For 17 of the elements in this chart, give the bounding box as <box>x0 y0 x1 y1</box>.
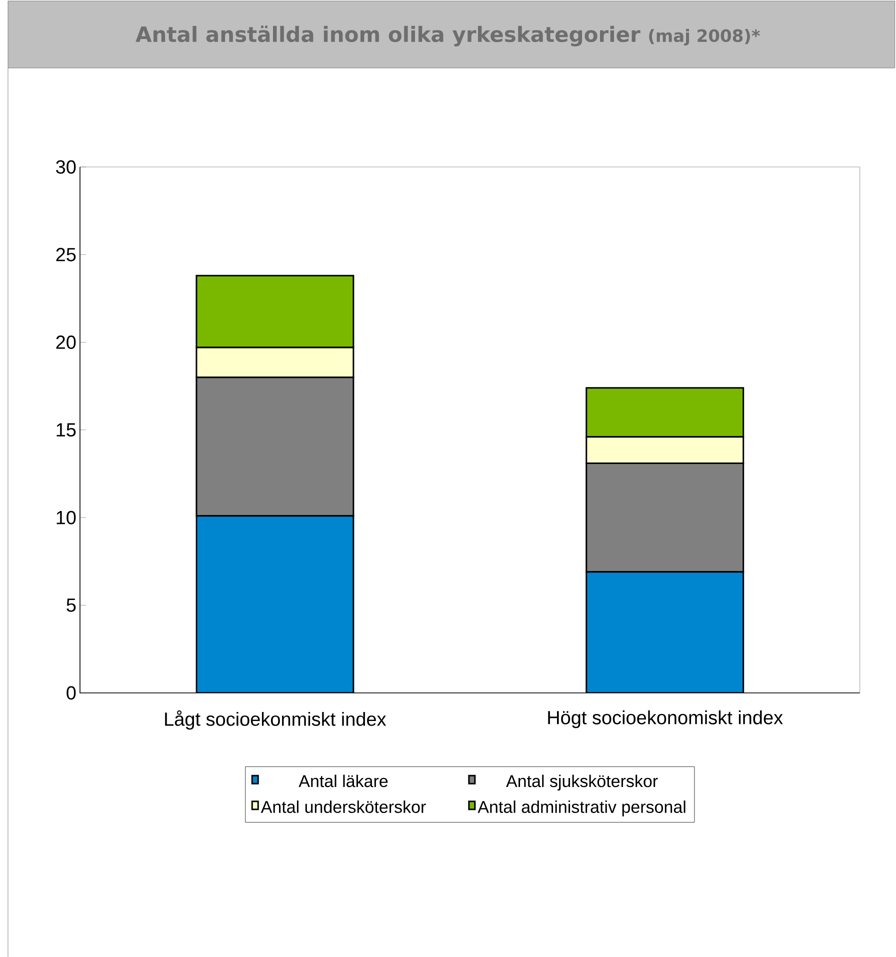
x-tick-label: Högt socioekonomiskt index <box>548 710 783 728</box>
legend-label: Antal sjuksköterskor <box>506 774 658 791</box>
legend-label: Antal läkare <box>298 774 388 788</box>
y-tick-label: 15 <box>56 423 76 437</box>
y-tick-label: 20 <box>56 336 76 349</box>
bar <box>196 515 354 693</box>
legend-label: Antal undersköterskor <box>260 800 426 813</box>
bar <box>586 571 744 693</box>
chart-subtitle: (maj 2008)* <box>649 28 760 46</box>
y-tick-label: 5 <box>66 598 76 612</box>
y-tick-label: 10 <box>56 510 76 524</box>
y-tick-label: 0 <box>66 686 76 700</box>
y-tick-label: 25 <box>56 248 76 262</box>
y-tick-label: 30 <box>56 160 76 174</box>
legend-label: Antal administrativ personal <box>478 800 686 816</box>
x-tick-label: Lågt socioekonmiskt index <box>165 710 386 730</box>
chart-title: Antal anställda inom olika yrkeskategorier <box>136 26 640 46</box>
